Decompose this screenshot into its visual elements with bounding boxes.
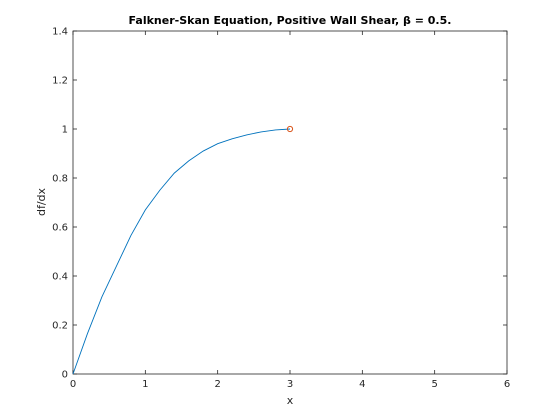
y-axis: 0 0.2 0.4 0.6 0.8 1 1.2 1.4 (52, 27, 507, 381)
series-layer (72, 125, 294, 375)
y-tick-label: 1.2 (52, 76, 68, 87)
x-axis-label: x (287, 394, 294, 407)
x-tick-label: 6 (504, 379, 510, 390)
y-tick-label: 0.8 (52, 174, 68, 185)
x-tick-label: 0 (70, 379, 76, 390)
x-tick-label: 1 (142, 379, 148, 390)
end-point-marker (286, 125, 294, 133)
chart-title: Falkner-Skan Equation, Positive Wall She… (129, 14, 452, 27)
x-tick-label: 3 (287, 379, 293, 390)
plot-area (72, 30, 508, 375)
y-tick-label: 1.4 (52, 27, 68, 38)
x-tick-label: 2 (214, 379, 220, 390)
x-axis: 0 1 2 3 4 5 6 (70, 31, 510, 390)
y-tick-label: 1 (62, 125, 68, 136)
y-tick-label: 0.2 (52, 321, 68, 332)
x-tick-label: 4 (359, 379, 365, 390)
y-tick-label: 0 (62, 370, 68, 381)
y-axis-label: df/dx (35, 187, 48, 216)
series-line (72, 128, 291, 375)
x-tick-label: 5 (431, 379, 437, 390)
y-tick-label: 0.4 (52, 272, 68, 283)
y-tick-label: 0.6 (52, 223, 68, 234)
